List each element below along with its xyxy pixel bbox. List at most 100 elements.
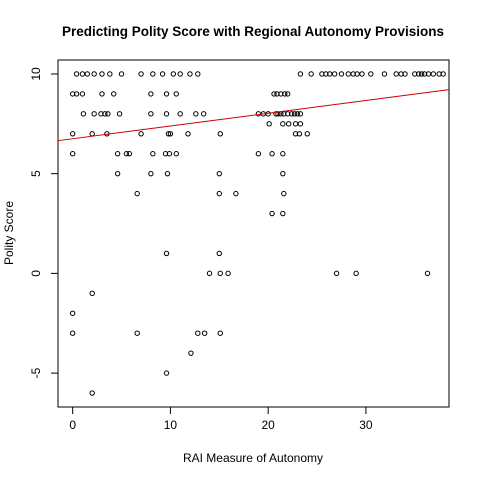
data-point [89, 390, 95, 396]
data-point [440, 71, 446, 77]
data-point [118, 71, 125, 77]
data-point [69, 310, 76, 316]
data-point [216, 170, 222, 177]
data-point [255, 151, 262, 157]
data-point [269, 151, 275, 157]
data-point [282, 91, 288, 97]
data-point [123, 151, 130, 157]
y-tick-label: 10 [29, 67, 43, 81]
data-point [296, 131, 303, 137]
data-point [91, 71, 97, 77]
data-point [73, 71, 80, 77]
data-point [297, 111, 304, 117]
data-point [99, 91, 105, 97]
y-tick-label: 5 [29, 170, 43, 177]
plot-frame [57, 59, 450, 408]
x-tick-label: 20 [261, 418, 275, 432]
data-point [69, 330, 76, 336]
data-point [107, 71, 113, 77]
y-tick-label: -5 [29, 367, 43, 378]
data-point [217, 330, 223, 336]
data-point [134, 330, 140, 336]
data-point [297, 121, 304, 127]
x-tick-label: 0 [69, 418, 76, 432]
data-point [308, 71, 314, 77]
data-point [291, 111, 298, 117]
y-axis: -5 0 5 10 [29, 67, 58, 378]
data-point [150, 71, 156, 77]
data-point [185, 131, 191, 137]
data-point [173, 91, 179, 97]
data-point [116, 111, 123, 117]
data-point [148, 170, 154, 177]
data-point [138, 71, 144, 77]
data-point [170, 71, 177, 77]
regression-line [57, 89, 450, 142]
data-point [84, 71, 91, 77]
data-point [415, 71, 422, 77]
data-point [126, 151, 133, 157]
data-point [294, 111, 301, 117]
data-point [177, 111, 183, 117]
x-axis: 0 10 20 30 [69, 407, 373, 432]
data-point [164, 170, 171, 177]
data-point [338, 71, 345, 77]
data-point [359, 71, 365, 77]
data-point [167, 131, 174, 137]
data-point [193, 111, 199, 117]
regression-line-group [57, 89, 450, 142]
data-point [114, 151, 121, 157]
data-point [79, 71, 86, 77]
data-point [69, 131, 76, 137]
data-points [69, 71, 446, 396]
data-point [216, 190, 222, 197]
data-point [114, 170, 121, 177]
data-point [166, 151, 173, 157]
data-point [134, 190, 140, 197]
data-point [345, 71, 352, 77]
data-point [163, 370, 170, 376]
data-point [163, 250, 170, 257]
data-point [280, 151, 286, 157]
data-point [266, 121, 272, 127]
data-point [150, 151, 156, 157]
data-point [280, 210, 286, 217]
data-point [285, 91, 291, 97]
data-point [225, 270, 231, 277]
data-point [89, 290, 95, 297]
data-point [99, 71, 105, 77]
data-point [91, 111, 97, 117]
data-point [111, 91, 117, 97]
data-point [353, 270, 359, 277]
data-point [297, 71, 304, 77]
data-point [333, 270, 340, 277]
data-point [280, 170, 286, 177]
data-point [148, 111, 154, 117]
data-point [418, 71, 425, 77]
data-point [201, 330, 208, 336]
data-point [217, 270, 223, 277]
data-point [381, 71, 388, 77]
y-tick-label: 0 [29, 270, 43, 277]
data-point [216, 250, 222, 257]
x-tick-label: 10 [164, 418, 178, 432]
data-point [195, 330, 201, 336]
data-point [188, 350, 194, 356]
data-point [148, 91, 154, 97]
data-point [105, 111, 111, 117]
data-point [285, 121, 292, 127]
x-axis-label: RAI Measure of Autonomy [183, 451, 323, 465]
data-point [288, 111, 295, 117]
data-point [206, 270, 213, 277]
data-point [159, 71, 166, 77]
data-point [89, 131, 95, 137]
data-point [281, 190, 287, 197]
y-axis-label: Polity Score [2, 201, 16, 265]
chart-title: Predicting Polity Score with Regional Au… [62, 24, 444, 39]
data-point [79, 91, 86, 97]
data-point [292, 121, 299, 127]
data-point [195, 71, 201, 77]
data-point [102, 111, 108, 117]
data-point [187, 71, 193, 77]
data-point [233, 190, 239, 197]
